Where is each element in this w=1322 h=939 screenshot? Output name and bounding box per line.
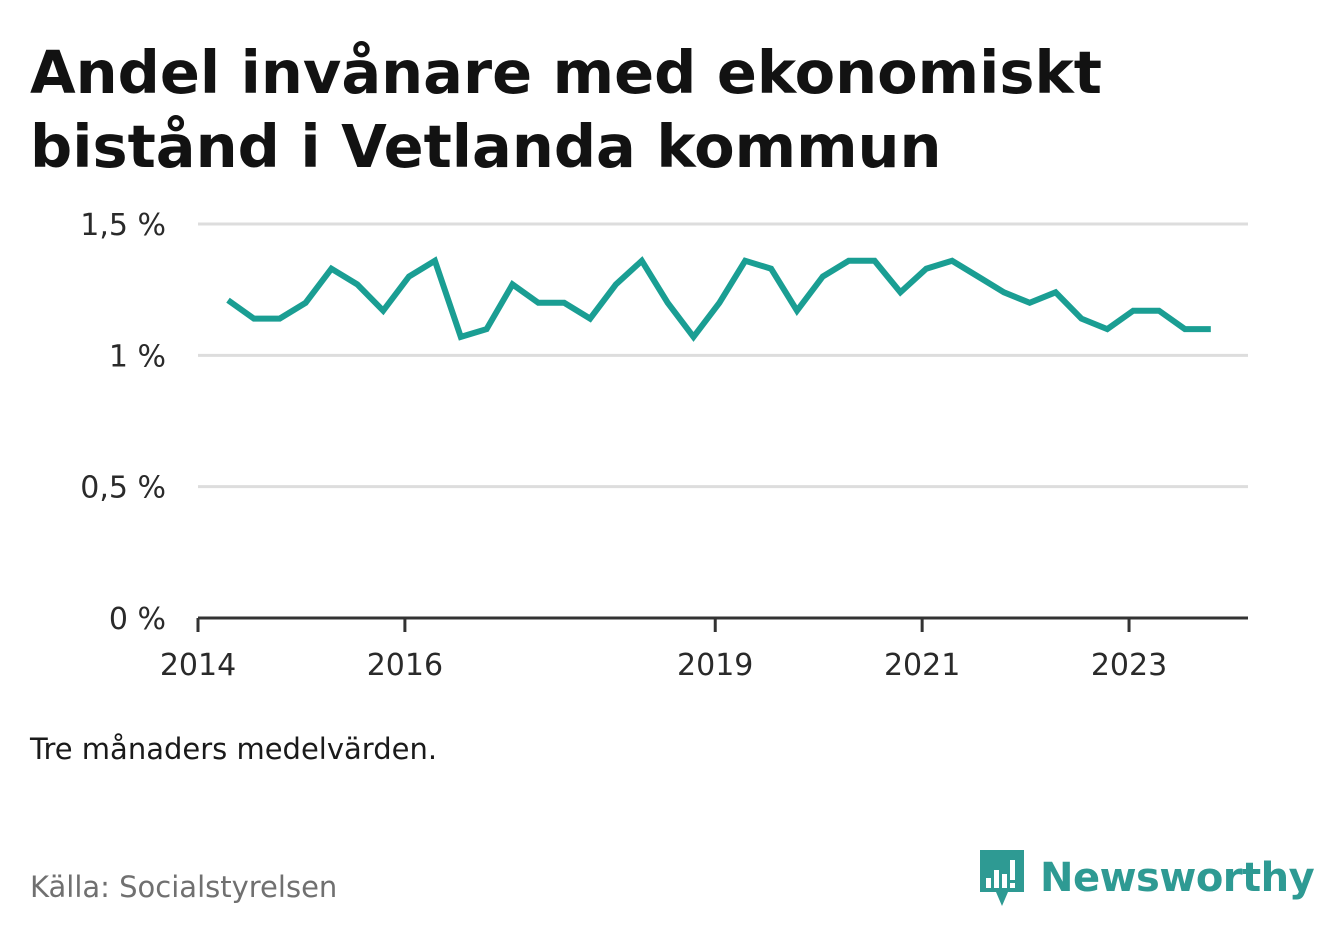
y-tick-label: 0,5 % bbox=[80, 471, 166, 506]
newsworthy-logo[interactable]: Newsworthy bbox=[978, 848, 1315, 908]
x-tick-label: 2021 bbox=[884, 648, 960, 683]
chart-title: Andel invånare med ekonomiskt bistånd i … bbox=[30, 38, 1102, 181]
brand-name: Newsworthy bbox=[1040, 855, 1315, 901]
source-credit: Källa: Socialstyrelsen bbox=[30, 870, 338, 904]
series-layer bbox=[226, 256, 1211, 342]
x-tick-label: 2019 bbox=[677, 648, 753, 683]
y-axis-labels: 0 % 0,5 % 1 % 1,5 % bbox=[80, 208, 166, 637]
x-tick-label: 2014 bbox=[160, 648, 236, 683]
chart-note: Tre månaders medelvärden. bbox=[30, 732, 438, 766]
line-chart: 0 % 0,5 % 1 % 1,5 % 2014 2016 2019 2021 2023 bbox=[80, 208, 1248, 683]
bar-chart-bubble-icon bbox=[980, 850, 1024, 906]
x-tick-label: 2016 bbox=[367, 648, 443, 683]
y-tick-label: 1,5 % bbox=[80, 208, 166, 243]
x-axis-ticks: 2014 2016 2019 2021 2023 bbox=[160, 618, 1167, 683]
y-tick-label: 1 % bbox=[109, 339, 166, 374]
grid-layer bbox=[198, 222, 1248, 489]
y-tick-label: 0 % bbox=[109, 602, 166, 637]
x-tick-label: 2023 bbox=[1091, 648, 1167, 683]
series-line bbox=[226, 256, 1211, 342]
